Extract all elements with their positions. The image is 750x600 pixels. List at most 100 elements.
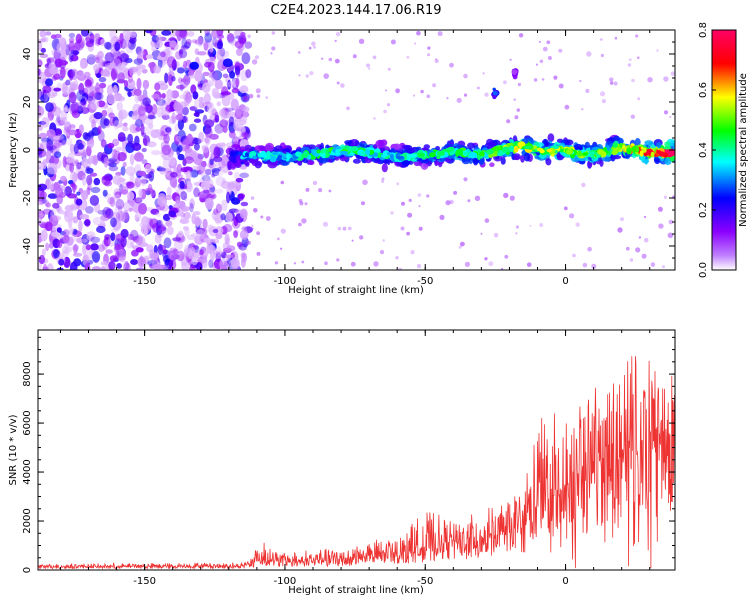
noise-blob <box>222 224 233 233</box>
noise-blob <box>84 218 91 227</box>
x-tick-label: -100 <box>274 276 297 287</box>
noise-blob <box>177 77 183 84</box>
noise-blob <box>175 195 181 205</box>
noise-blob <box>226 245 236 252</box>
noise-blob <box>129 229 139 241</box>
noise-blob <box>220 108 225 121</box>
noise-blob <box>188 123 197 132</box>
spectrogram-panel: -150 -100 -50 0 -40 -20 0 20 40 Height of strai… <box>8 29 676 296</box>
noise-speck <box>400 226 405 231</box>
snr-series-line <box>38 356 675 570</box>
noise-speck <box>427 46 431 50</box>
signal-blob <box>229 150 236 157</box>
noise-blob <box>184 146 193 154</box>
noise-blob <box>215 142 226 147</box>
x-tick-label: -100 <box>274 576 297 587</box>
noise-blob <box>151 35 160 43</box>
signal-blob <box>564 139 574 146</box>
noise-blob <box>40 47 46 53</box>
noise-blob <box>107 197 115 205</box>
noise-blob <box>97 125 102 135</box>
noise-speck <box>631 78 635 83</box>
noise-blob <box>221 94 231 107</box>
signal-blob <box>245 162 250 167</box>
signal-core <box>417 152 426 158</box>
signal-core <box>656 150 662 155</box>
y-tick-label: 8000 <box>22 361 33 386</box>
noise-blob <box>80 98 86 106</box>
noise-speck <box>542 46 548 52</box>
noise-speck <box>386 103 391 107</box>
noise-blob <box>140 174 147 187</box>
noise-blob <box>164 171 170 177</box>
noise-speck <box>579 79 582 83</box>
noise-blob <box>197 51 207 56</box>
signal-blob <box>254 145 263 152</box>
noise-blob <box>68 32 76 39</box>
noise-blob <box>216 246 222 257</box>
noise-speck <box>366 63 371 68</box>
noise-blob <box>132 110 138 116</box>
noise-blob <box>60 210 66 215</box>
noise-blob <box>78 124 84 134</box>
noise-blob <box>127 91 132 97</box>
snr-panel: -150 -100 -50 0 0 2000 4000 6000 8000 Height of… <box>8 329 676 596</box>
noise-blob <box>193 187 200 198</box>
noise-speck <box>318 188 323 193</box>
noise-speck <box>336 81 340 85</box>
noise-blob <box>63 121 72 133</box>
noise-blob <box>142 97 152 107</box>
noise-blob <box>143 255 152 260</box>
noise-blob <box>60 117 66 125</box>
signal-core <box>619 143 623 148</box>
noise-speck <box>657 206 663 212</box>
noise-blob <box>154 82 161 91</box>
signal-core <box>437 150 443 156</box>
noise-blob <box>50 208 56 217</box>
noise-blob <box>147 115 156 120</box>
noise-speck <box>575 222 580 227</box>
noise-speck <box>280 228 286 234</box>
noise-blob <box>108 157 117 163</box>
noise-speck <box>668 219 674 225</box>
noise-blob <box>138 189 143 198</box>
noise-speck <box>351 239 354 242</box>
noise-blob <box>80 238 88 243</box>
noise-blob <box>108 162 117 168</box>
noise-blob <box>234 65 241 76</box>
signal-blob <box>520 154 525 163</box>
noise-speck <box>656 49 659 52</box>
noise-speck <box>670 71 675 76</box>
noise-speck <box>256 94 261 98</box>
snr-x-ticks: -150 -100 -50 0 <box>59 330 651 587</box>
y-tick-label: 20 <box>22 96 33 109</box>
noise-speck <box>396 182 400 186</box>
noise-blob <box>117 248 127 261</box>
noise-blob <box>135 267 145 270</box>
noise-speck <box>539 59 544 64</box>
noise-blob <box>222 242 230 251</box>
noise-blob <box>100 38 106 47</box>
noise-blob <box>39 53 49 58</box>
noise-blob <box>239 38 247 44</box>
noise-speck <box>301 218 307 224</box>
noise-blob <box>201 189 211 195</box>
signal-core <box>539 149 545 154</box>
noise-speck <box>509 195 515 201</box>
noise-speck <box>474 195 481 201</box>
noise-blob <box>68 52 74 63</box>
noise-blob <box>189 264 196 270</box>
noise-speck <box>449 62 454 68</box>
spectrogram-x-ticks: -150 -100 -50 0 <box>59 30 651 287</box>
noise-blob <box>161 93 166 99</box>
noise-blob <box>139 222 144 228</box>
noise-speck <box>432 83 437 88</box>
noise-blob <box>137 170 147 177</box>
noise-blob <box>226 32 235 43</box>
noise-speck <box>476 86 480 90</box>
noise-blob <box>119 32 124 45</box>
noise-blob <box>127 191 135 201</box>
noise-blob <box>179 48 184 55</box>
noise-speck <box>427 53 430 57</box>
noise-blob <box>62 104 69 111</box>
